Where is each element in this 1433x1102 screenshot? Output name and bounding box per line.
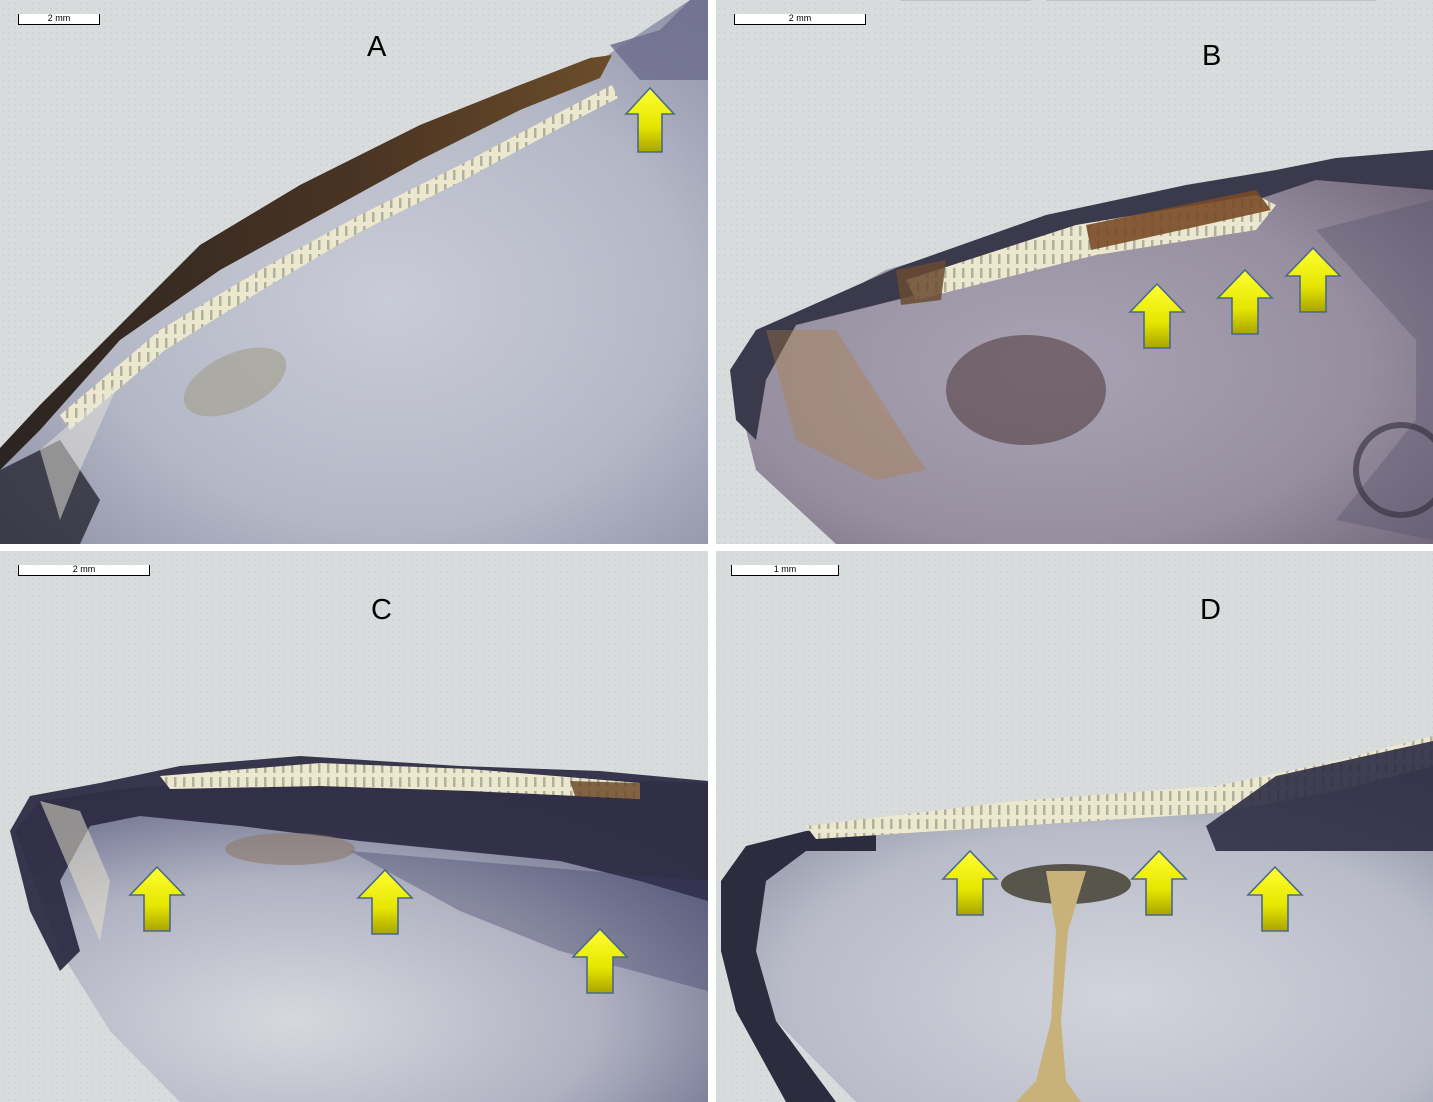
yellow-up-arrow-icon <box>624 86 676 153</box>
panel-label: A <box>367 31 387 63</box>
scale-bar-label: 2 mm <box>47 13 71 23</box>
yellow-up-arrow-icon <box>1128 282 1186 349</box>
panel-label: B <box>1202 40 1222 72</box>
scale-bar: 2 mm <box>734 13 866 25</box>
scale-bar: 2 mm <box>18 564 150 576</box>
yellow-up-arrow-icon <box>1246 865 1304 932</box>
yellow-up-arrow-icon <box>1216 268 1274 335</box>
panel-b: 2 mm B <box>716 0 1433 544</box>
panel-label: C <box>371 594 392 626</box>
scale-bar: 1 mm <box>731 564 839 576</box>
panel-d: 1 mm D <box>716 551 1433 1102</box>
shell-photo-c <box>10 756 708 1102</box>
yellow-up-arrow-icon <box>941 849 999 916</box>
panel-a: 2 mm A <box>0 0 708 544</box>
scale-bar-label: 2 mm <box>72 564 96 574</box>
panel-label: D <box>1200 594 1221 626</box>
yellow-up-arrow-icon <box>356 868 414 935</box>
yellow-up-arrow-icon <box>128 865 186 932</box>
shell-photo-a <box>0 0 708 544</box>
scale-bar: 2 mm <box>18 13 100 25</box>
shell-photo-b <box>730 150 1433 544</box>
scale-bar-label: 1 mm <box>773 564 797 574</box>
panel-c: 2 mm C <box>0 551 708 1102</box>
scale-bar-label: 2 mm <box>788 13 812 23</box>
shell-photo-d <box>721 736 1433 1102</box>
yellow-up-arrow-icon <box>1284 246 1342 313</box>
yellow-up-arrow-icon <box>571 927 629 994</box>
yellow-up-arrow-icon <box>1130 849 1188 916</box>
